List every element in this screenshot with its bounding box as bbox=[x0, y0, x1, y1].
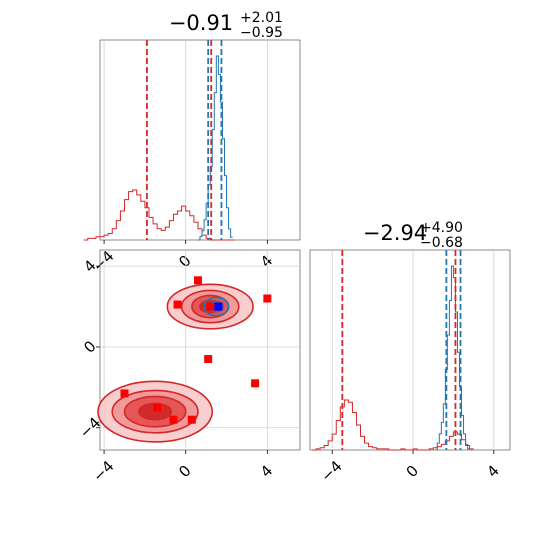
panel1-series-1-step bbox=[197, 55, 233, 241]
panel1-title-lower: −0.95 bbox=[240, 25, 283, 41]
panel-top-left-histogram: −0.91 +2.01 −0.95 −4 0 4 bbox=[83, 10, 301, 275]
panel2-point-9 bbox=[169, 415, 178, 424]
panel2-truth-point bbox=[214, 302, 223, 311]
panel2-point-6 bbox=[251, 379, 260, 388]
panel2-xtick-label-0: −4 bbox=[89, 457, 117, 485]
panel1-title-value: −0.91 bbox=[169, 11, 233, 35]
panel1-xtick-label-2: 4 bbox=[257, 252, 276, 271]
panel-bottom-right-histogram: −2.94 +4.90 −0.68 −4 0 4 bbox=[309, 220, 511, 485]
panel1-xtick-label-1: 0 bbox=[175, 252, 194, 271]
panel2-contour-2-level-0 bbox=[203, 296, 230, 317]
panel3-title-lower: −0.68 bbox=[420, 235, 463, 251]
panel2-point-3 bbox=[206, 302, 215, 311]
panel3-title-value: −2.94 bbox=[363, 221, 427, 245]
panel3-xtick-label-0: −4 bbox=[317, 457, 345, 485]
panel2-point-10 bbox=[187, 415, 196, 424]
panel2-point-0 bbox=[193, 276, 202, 285]
panel1-title-upper: +2.01 bbox=[240, 10, 283, 26]
panel3-series-0-step bbox=[312, 399, 474, 451]
panel1-frame bbox=[99, 39, 301, 241]
panel1-series-0-step bbox=[83, 189, 235, 241]
panel2-point-7 bbox=[120, 389, 129, 398]
panel2-contour-1-level-3 bbox=[137, 402, 173, 421]
panel3-xtick-label-2: 4 bbox=[483, 462, 502, 481]
panel3-series-1-step bbox=[435, 265, 470, 451]
panel2-point-5 bbox=[204, 355, 213, 364]
panel2-frame bbox=[99, 249, 301, 451]
panel3-xtick-label-1: 0 bbox=[403, 462, 422, 481]
panel2-xtick-label-1: 0 bbox=[175, 462, 194, 481]
panel2-point-8 bbox=[153, 403, 162, 412]
panel3-title-upper: +4.90 bbox=[420, 220, 463, 236]
panel-bottom-left-2d: −4 0 4−404 bbox=[76, 249, 301, 485]
panel2-point-1 bbox=[173, 300, 182, 309]
panel2-point-2 bbox=[263, 294, 272, 303]
panel2-xtick-label-2: 4 bbox=[257, 462, 276, 481]
